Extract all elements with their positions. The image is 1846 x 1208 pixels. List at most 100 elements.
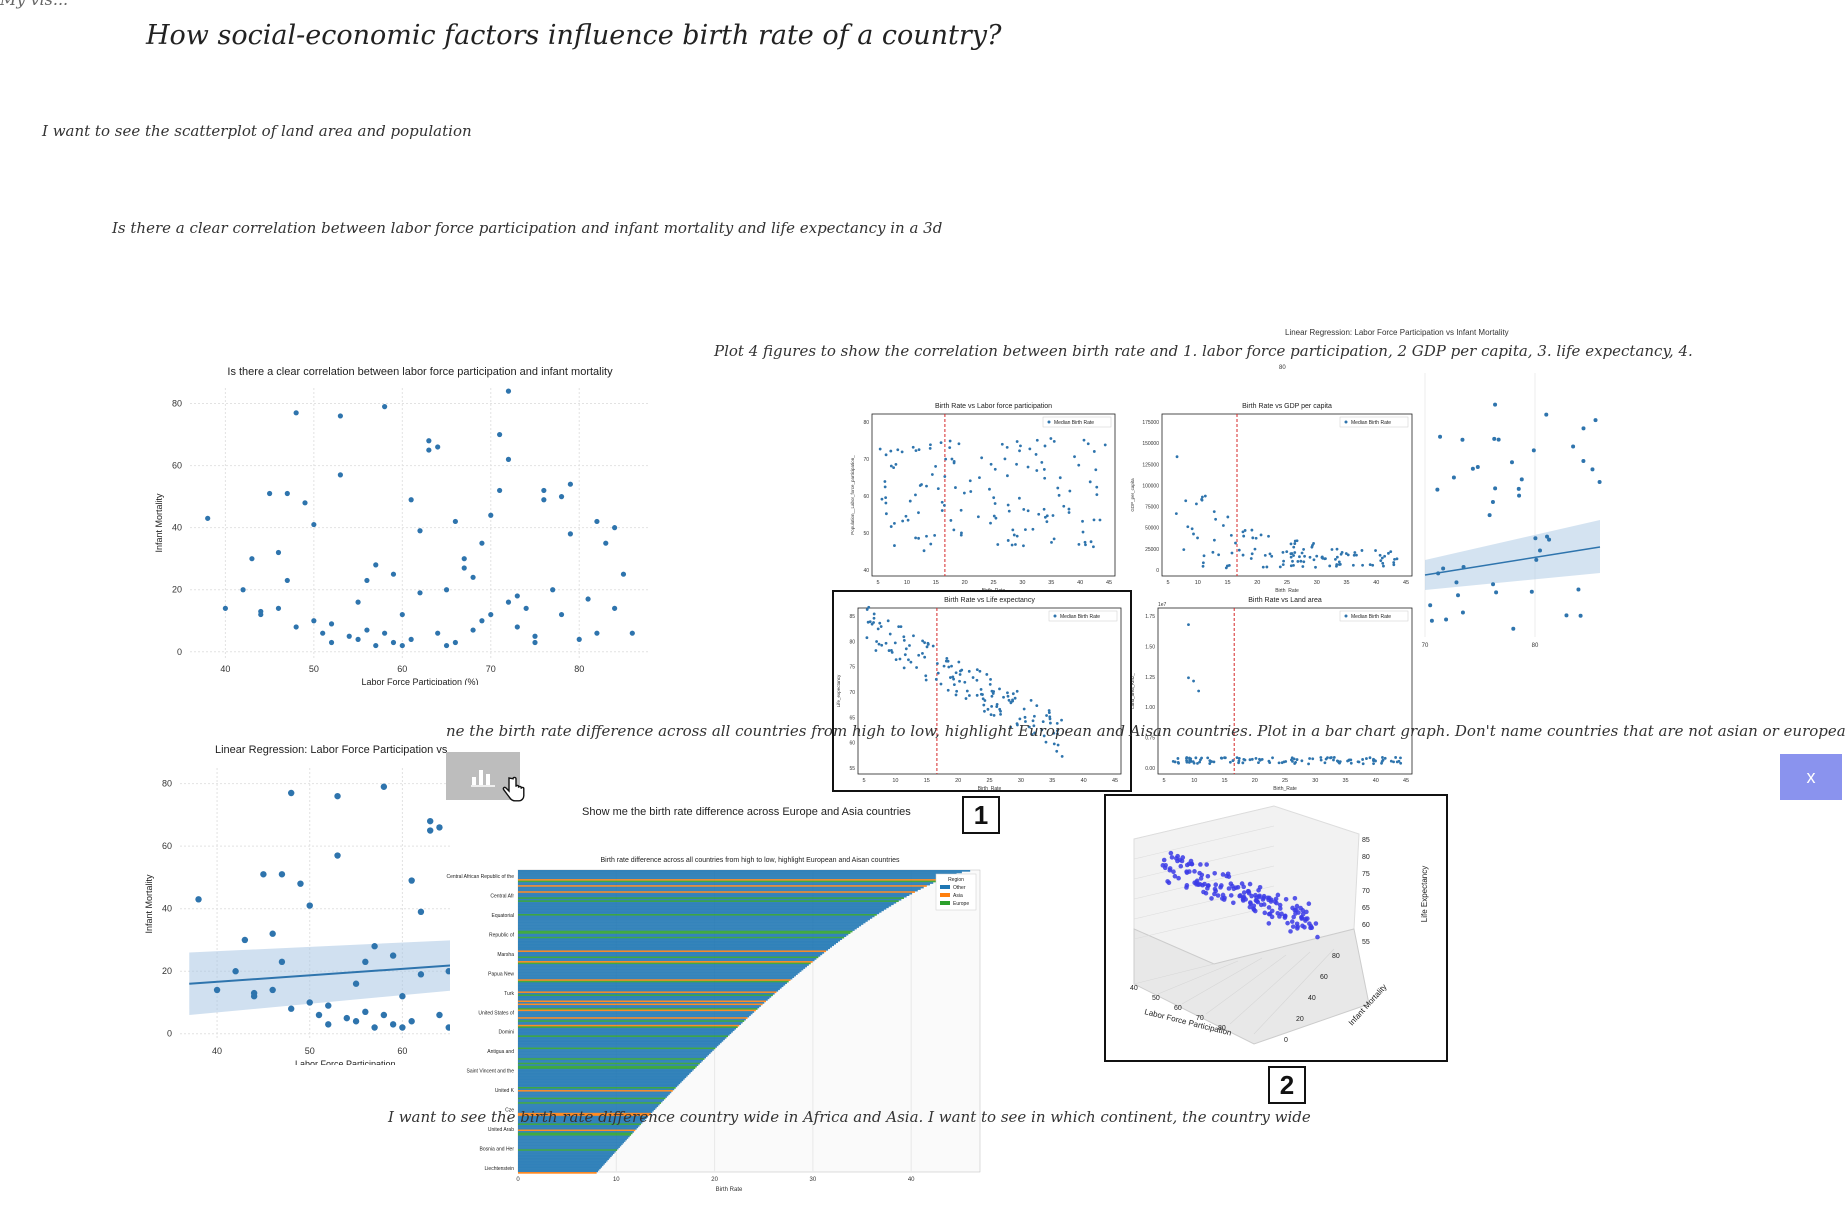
data-point [1094,468,1098,472]
data-point [983,709,986,713]
note-land-area-population[interactable]: I want to see the scatterplot of land ar… [42,122,472,140]
data-point [1194,756,1198,760]
data-point [1258,902,1264,908]
note-bar-chart[interactable]: ne the birth rate difference across all … [446,722,1846,740]
data-point [884,501,888,505]
data-point [879,625,883,628]
data-point [894,658,898,662]
data-point [1000,442,1004,446]
corner-label: My vis... [0,0,68,9]
note-3d-correlation[interactable]: Is there a clear correlation between lab… [112,219,943,237]
bar [518,1159,608,1162]
data-point [1060,755,1064,758]
data-point [874,649,878,652]
birth-land-figure[interactable]: Birth Rate vs Land area 5 10 15 20 25 30 35 40 45… [1128,592,1420,792]
data-point [921,651,924,655]
note-four-figures[interactable]: Plot 4 figures to show the correlation b… [714,342,1693,360]
data-point [1205,873,1211,879]
close-button[interactable]: x [1780,754,1842,800]
z-tick-label: 70 [1362,888,1370,895]
birth-land-chart: Birth Rate vs Land area 5 10 15 20 25 30 35 40 45… [1130,597,1413,792]
note-europe-asia[interactable]: Show me the birth rate difference across… [582,806,911,818]
birth-gdp-figure[interactable]: Birth Rate vs GDP per capita 5 10 15 20 25 30 3… [1128,398,1420,594]
data-point [1351,563,1355,567]
data-point [1024,720,1027,723]
x-tick-label: 40 [1130,985,1138,992]
bar [518,1094,669,1097]
data-point [1184,499,1188,503]
x-tick-label: 40 [1373,778,1379,784]
bar [518,907,887,910]
data-point [1356,760,1360,764]
data-point [1383,756,1387,760]
data-point [1028,447,1032,451]
data-point [1212,538,1216,542]
data-point [1254,536,1258,540]
canvas-title: How social-economic factors influence bi… [146,20,1002,51]
data-point [894,463,898,466]
data-point [1206,756,1210,760]
birth-labor-figure[interactable]: Birth Rate vs Labor force participation 5… [848,398,1123,594]
data-point [929,443,932,447]
x-tick-label: 25 [990,580,996,586]
data-point [1009,700,1013,704]
data-point [1220,756,1224,760]
data-point [1211,550,1215,554]
data-point [1013,696,1017,700]
bar [518,891,915,893]
bar [518,1143,623,1145]
regression-right-figure[interactable]: Linear Regression: Labor Force Participa… [1275,325,1625,655]
data-point [950,457,954,461]
data-point [250,993,258,1000]
scatter-labor-infant-figure[interactable]: Is there a clear correlation between lab… [150,360,660,687]
data-point [1095,485,1099,489]
data-point [1308,925,1313,931]
data-point [880,643,884,647]
data-point [1056,732,1059,736]
bar [518,1129,636,1132]
data-point [346,633,352,639]
data-point [558,494,565,500]
data-point [1292,563,1295,567]
scatter-3d-figure[interactable]: 40 50 60 70 80 0 20 40 60 80 55 60 65 70 75 80 85 Labor F… [1104,794,1444,1058]
grid-line [1133,963,1215,985]
data-point [1206,883,1211,888]
data-point [1451,475,1456,480]
bar [518,1032,732,1035]
bar [518,927,857,930]
grid-line [1205,954,1287,1015]
birth-rate-bar-figure[interactable]: Birth rate difference across all countri… [440,852,985,1193]
bar [518,1061,702,1063]
data-point [1166,880,1172,886]
x-tick-label: 70 [486,664,496,674]
data-point [914,449,918,453]
data-point [1012,533,1016,537]
y-tick-label: 0.75 [1145,736,1155,742]
data-point [269,930,276,937]
y-tick-label: 175000 [1142,420,1159,426]
chart-type-button[interactable] [446,752,525,802]
regression-left-figure[interactable]: Linear Regression: Labor Force Participa… [140,740,523,1069]
data-point [979,687,983,691]
data-point [876,627,880,631]
data-point [960,531,963,535]
data-point [1229,533,1233,537]
bar [518,936,845,939]
data-point [315,1011,323,1019]
data-point [1235,756,1239,760]
data-point [1242,534,1246,538]
bar [518,1111,653,1114]
data-point [1234,541,1237,545]
data-point [967,669,971,673]
data-point [399,1024,406,1031]
data-point [1174,512,1178,516]
data-point [1200,498,1204,501]
note-africa-asia[interactable]: I want to see the birth rate difference … [388,1108,1311,1126]
y-tick-label: 125000 [1142,462,1159,468]
bar [518,1006,760,1009]
data-point [1381,756,1384,759]
bar [518,1074,688,1077]
birth-life-figure[interactable]: Birth Rate vs Life expectancy 5 10 15 20 25 30… [834,592,1129,792]
bar [518,997,770,1000]
data-point [1187,623,1190,626]
